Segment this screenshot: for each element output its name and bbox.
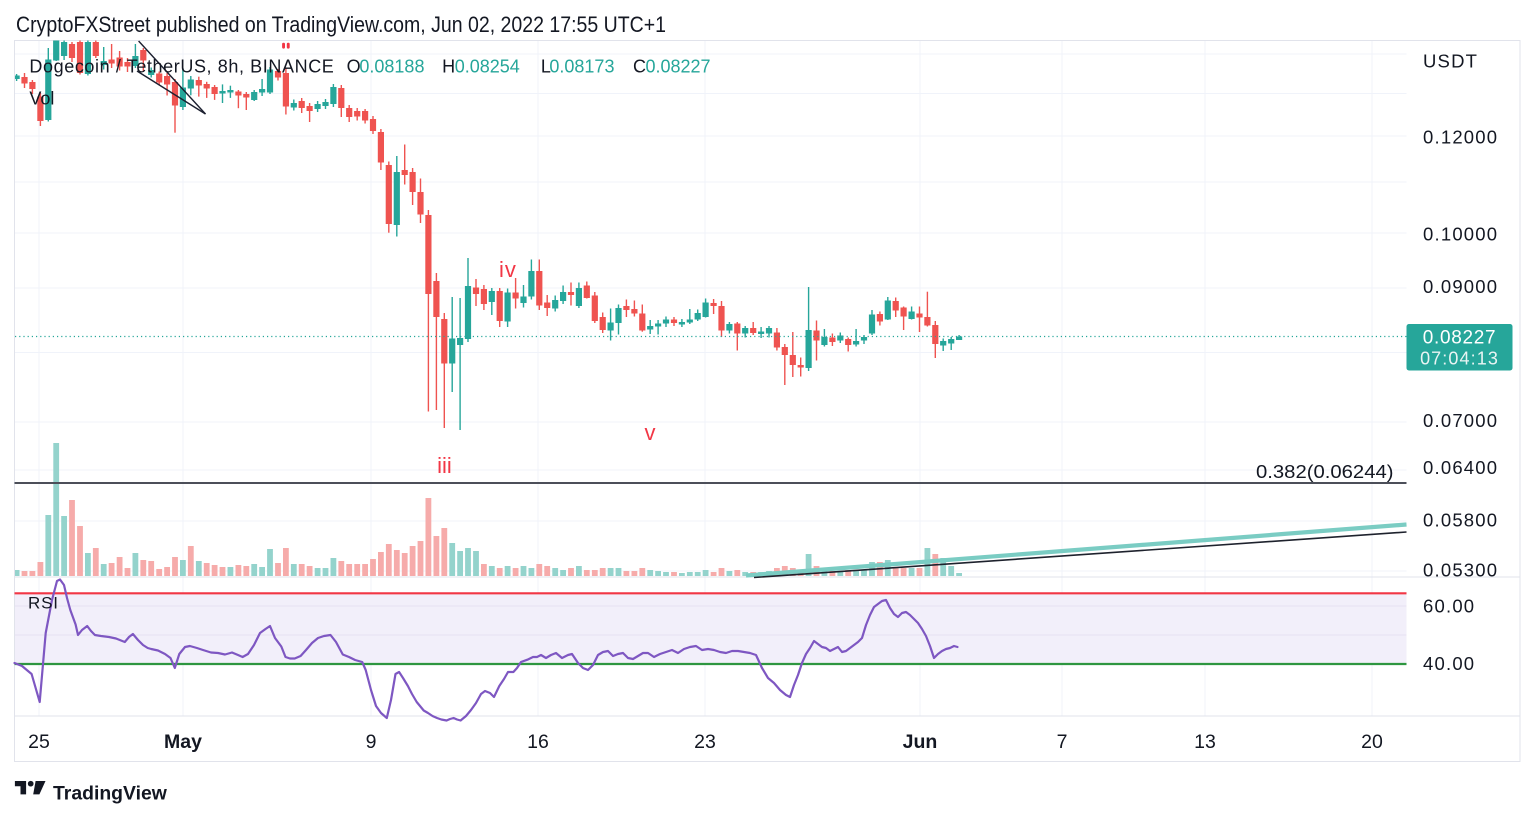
svg-text:0.12000: 0.12000 <box>1423 127 1498 148</box>
svg-text:0.05800: 0.05800 <box>1423 510 1498 531</box>
svg-text:USDT: USDT <box>1423 51 1478 72</box>
svg-text:iii: iii <box>437 453 452 478</box>
svg-text:7: 7 <box>1057 731 1068 753</box>
svg-text:16: 16 <box>527 731 549 753</box>
svg-text:CryptoFXStreet published on Tr: CryptoFXStreet published on TradingView.… <box>16 12 666 37</box>
svg-text:9: 9 <box>366 731 377 753</box>
svg-text:May: May <box>164 731 202 753</box>
svg-text:25: 25 <box>28 731 50 753</box>
svg-text:0.07000: 0.07000 <box>1423 410 1498 431</box>
svg-text:Dogecoin / TetherUS, 8h, BINAN: Dogecoin / TetherUS, 8h, BINANCE <box>29 57 334 77</box>
svg-text:H: H <box>442 57 455 77</box>
svg-text:0.06400: 0.06400 <box>1423 457 1498 478</box>
svg-text:0.08227: 0.08227 <box>1423 328 1497 349</box>
svg-text:TradingView: TradingView <box>53 783 168 805</box>
svg-text:60.00: 60.00 <box>1423 596 1475 617</box>
svg-text:Vol: Vol <box>29 89 54 109</box>
svg-text:40.00: 40.00 <box>1423 653 1475 674</box>
svg-text:0.09000: 0.09000 <box>1423 276 1498 297</box>
svg-text:0.05300: 0.05300 <box>1423 560 1498 581</box>
svg-text:Jun: Jun <box>903 731 938 753</box>
svg-text:0.08227: 0.08227 <box>646 57 711 77</box>
svg-text:0.08173: 0.08173 <box>549 57 614 77</box>
svg-text:C: C <box>633 57 646 77</box>
svg-text:O: O <box>347 57 361 77</box>
svg-text:L: L <box>541 57 551 77</box>
svg-text:v: v <box>645 420 656 445</box>
svg-text:23: 23 <box>694 731 716 753</box>
svg-text:0.382(0.06244): 0.382(0.06244) <box>1256 462 1394 482</box>
svg-text:20: 20 <box>1361 731 1383 753</box>
svg-text:RSI: RSI <box>28 594 59 613</box>
svg-text:0.08254: 0.08254 <box>455 57 520 77</box>
svg-text:13: 13 <box>1194 731 1216 753</box>
svg-text:0.08188: 0.08188 <box>359 57 424 77</box>
svg-text:0.10000: 0.10000 <box>1423 224 1498 245</box>
svg-text:iv: iv <box>499 257 517 282</box>
svg-text:07:04:13: 07:04:13 <box>1420 349 1499 369</box>
